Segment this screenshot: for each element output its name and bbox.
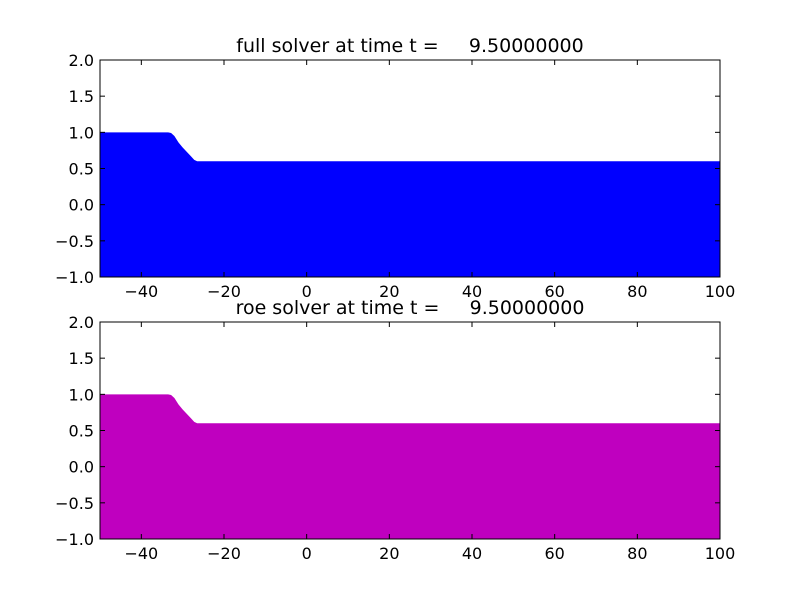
x-tick-label: 100 xyxy=(705,544,736,563)
full-solver-chart: full solver at time t = 9.50000000 −40 −2… xyxy=(55,35,735,301)
x-tick-label: 100 xyxy=(705,282,736,301)
chart-title: full solver at time t = 9.50000000 xyxy=(236,35,583,57)
x-tick-label: 20 xyxy=(379,282,399,301)
y-tick-label: 0.0 xyxy=(69,458,94,477)
y-tick-label: 2.0 xyxy=(69,51,94,70)
x-tick-label: 40 xyxy=(462,282,482,301)
x-tick-label: 0 xyxy=(302,282,312,301)
y-tick-label: 2.0 xyxy=(69,313,94,332)
y-tick-label: 1.5 xyxy=(69,349,94,368)
y-tick-label: −1.0 xyxy=(55,268,94,287)
axis-ticks: −40 −20 0 20 40 60 80 100 −1.0 −0.5 0.0 0.5 1.0 1.5 2.… xyxy=(55,51,735,301)
x-tick-label: 40 xyxy=(462,544,482,563)
x-tick-label: −20 xyxy=(207,544,241,563)
x-tick-label: 80 xyxy=(627,544,647,563)
x-tick-label: 60 xyxy=(544,544,564,563)
full-solver-area xyxy=(100,132,720,277)
plot-frame xyxy=(99,59,721,278)
x-tick-label: 80 xyxy=(627,282,647,301)
x-tick-label: 0 xyxy=(302,544,312,563)
x-tick-label: −40 xyxy=(124,544,158,563)
y-tick-label: −0.5 xyxy=(55,494,94,513)
y-tick-label: 1.5 xyxy=(69,87,94,106)
x-tick-label: −20 xyxy=(207,282,241,301)
plot-frame xyxy=(99,321,721,540)
y-tick-label: −1.0 xyxy=(55,530,94,549)
x-tick-label: −40 xyxy=(124,282,158,301)
y-tick-label: 1.0 xyxy=(69,123,94,142)
chart-title: roe solver at time t = 9.50000000 xyxy=(236,297,585,319)
y-tick-label: 0.0 xyxy=(69,196,94,215)
y-tick-label: 0.5 xyxy=(69,422,94,441)
y-tick-label: 1.0 xyxy=(69,385,94,404)
y-tick-label: −0.5 xyxy=(55,232,94,251)
axis-ticks: −40 −20 0 20 40 60 80 100 −1.0 −0.5 0.0 0.5 1.0 1.5 2.… xyxy=(55,313,735,563)
y-tick-label: 0.5 xyxy=(69,160,94,179)
roe-solver-area xyxy=(100,394,720,539)
roe-solver-chart: roe solver at time t = 9.50000000 −40 −20… xyxy=(55,297,735,563)
x-tick-label: 60 xyxy=(544,282,564,301)
x-tick-label: 20 xyxy=(379,544,399,563)
